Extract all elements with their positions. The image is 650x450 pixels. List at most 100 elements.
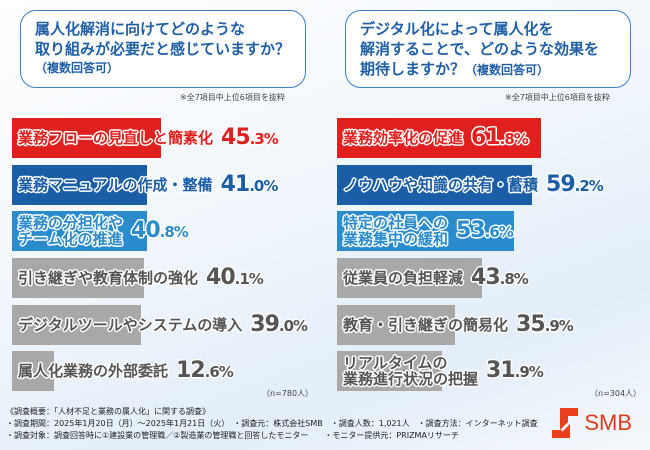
question-sub: （複数回答可） — [465, 63, 550, 77]
footer-line: 《調査概要：「人材不足と業務の属人化」に関する調査》 — [6, 407, 210, 416]
category-label-line: 業務マニュアルの作成・整備 — [18, 176, 213, 194]
category-label: デジタルツールやシステムの導入 — [18, 317, 242, 333]
category-label-line: ノウハウや知識の共有・蓄積 — [343, 176, 539, 194]
smb-logo: SMB — [552, 408, 632, 438]
bar-label-group: デジタルツールやシステムの導入 39.0% — [18, 305, 308, 345]
category-label-line: チーム化の推進 — [18, 230, 123, 248]
bar-row: ノウハウや知識の共有・蓄積 59.2% — [337, 165, 637, 205]
bar-row: 業務効率化の促進 61.8% — [337, 118, 637, 158]
bar-row: 従業員の負担軽減 43.8% — [337, 258, 637, 298]
value-decimal: .8% — [159, 222, 189, 241]
value-decimal: .9% — [544, 316, 574, 335]
bar — [337, 118, 541, 158]
category-label-line: 教育・引き継ぎの簡易化 — [343, 316, 509, 334]
left-question-box: 属人化解消に向けてどのような 取り組みが必要だと感じていますか？ （複数回答可） — [20, 10, 306, 88]
category-label-line: 業務の分担化や — [18, 214, 124, 232]
bar-label-group: 従業員の負担軽減 43.8% — [343, 258, 529, 298]
value-integer: 41 — [220, 171, 251, 197]
value-label: 35.9% — [516, 313, 574, 335]
right-note: ※全7項目中上位6項目を抜粋 — [505, 93, 610, 102]
right-question-box: デジタル化によって属人化を 解消することで、どのような効果を 期待しますか？（複… — [345, 10, 631, 88]
logo-text: SMB — [584, 410, 632, 435]
bar-row: デジタルツールやシステムの導入 39.0% — [12, 305, 312, 345]
category-label-line: 従業員の負担軽減 — [343, 269, 464, 287]
bar — [12, 258, 145, 298]
bar — [337, 305, 456, 345]
value-integer: 61 — [471, 124, 501, 150]
value-integer: 31 — [486, 357, 516, 383]
value-decimal: .0% — [249, 176, 278, 195]
category-label-line: 引き継ぎや教育体制の強化 — [18, 269, 199, 287]
category-label: 属人化業務の外部委託 — [18, 363, 168, 379]
bar-label-group: 属人化業務の外部委託 12.6% — [18, 351, 234, 391]
value-decimal: .8% — [499, 269, 529, 288]
bar-row: 属人化業務の外部委託 12.6% — [12, 351, 312, 391]
category-label-line: 業務進行状況の把握 — [343, 370, 479, 388]
bar-row: リアルタイムの 業務進行状況の把握 31.9% — [337, 351, 637, 391]
bar-label-group: 業務フローの見直しと簡素化 45.3% — [18, 118, 279, 158]
value-decimal: .8% — [499, 129, 529, 148]
question-sub: （複数回答可） — [35, 61, 120, 75]
bar-label-group: 引き継ぎや教育体制の強化 40.1% — [18, 258, 264, 298]
question-line: デジタル化によって属人化を — [360, 20, 554, 38]
bar — [337, 211, 514, 251]
value-decimal: .3% — [249, 129, 279, 148]
bar-row: 引き継ぎや教育体制の強化 40.1% — [12, 258, 312, 298]
bar — [337, 258, 482, 298]
bar — [12, 165, 148, 205]
value-integer: 45 — [221, 124, 251, 150]
value-decimal: .0% — [278, 316, 308, 335]
value-decimal: .9% — [514, 362, 544, 381]
value-integer: 59 — [546, 171, 576, 197]
value-integer: 40 — [131, 217, 161, 243]
category-label-line: デジタルツールやシステムの導入 — [18, 316, 243, 334]
category-label: 引き継ぎや教育体制の強化 — [18, 270, 198, 286]
survey-footer: 《調査概要：「人材不足と業務の属人化」に関する調査》 ・調査期間：2025年1月… — [6, 406, 538, 442]
category-label: 業務効率化の促進 — [343, 130, 463, 146]
value-label: 41.0% — [221, 173, 279, 195]
category-label: 教育・引き継ぎの簡易化 — [343, 317, 508, 333]
bar-row: 教育・引き継ぎの簡易化 35.9% — [337, 305, 637, 345]
category-label: 業務マニュアルの作成・整備 — [18, 177, 213, 193]
category-label: ノウハウや知識の共有・蓄積 — [343, 177, 538, 193]
value-label: 31.9% — [486, 359, 544, 381]
value-decimal: .6% — [204, 362, 234, 381]
bar-label-group: 業務の分担化や チーム化の推進 40.8% — [18, 211, 189, 251]
value-decimal: .1% — [234, 269, 264, 288]
right-sample-size: （n=304人） — [590, 389, 642, 398]
smb-logo-mark-icon — [552, 408, 579, 438]
value-decimal: .2% — [574, 176, 604, 195]
bar-row: 業務の分担化や チーム化の推進 40.8% — [12, 211, 312, 251]
value-label: 45.3% — [221, 126, 279, 148]
bar-label-group: 教育・引き継ぎの簡易化 35.9% — [343, 305, 574, 345]
footer-line: ・調査期間：2025年1月20日（月）～2025年1月21日（火） ・調査元：株… — [6, 419, 538, 428]
value-label: 61.8% — [471, 126, 529, 148]
bar-row: 特定の社員への 業務集中の緩和 53.6% — [337, 211, 637, 251]
question-line: 取り組みが必要だと感じていますか？ — [35, 40, 291, 58]
value-decimal: .6% — [484, 222, 514, 241]
left-note: ※全7項目中上位6項目を抜粋 — [180, 93, 285, 102]
bar — [12, 118, 162, 158]
category-label-line: 特定の社員への — [343, 214, 449, 232]
category-label: リアルタイムの 業務進行状況の把握 — [343, 355, 478, 387]
value-label: 43.8% — [471, 266, 529, 288]
value-integer: 43 — [471, 264, 501, 290]
category-label: 業務の分担化や チーム化の推進 — [18, 215, 123, 247]
category-label-line: 属人化業務の外部委託 — [18, 362, 169, 380]
category-label-line: 業務集中の緩和 — [343, 230, 449, 248]
value-label: 40.8% — [131, 219, 189, 241]
bar-label-group: 業務効率化の促進 61.8% — [343, 118, 529, 158]
bar-label-group: 業務マニュアルの作成・整備 41.0% — [18, 165, 279, 205]
value-integer: 53 — [456, 217, 486, 243]
bar-label-group: 特定の社員への 業務集中の緩和 53.6% — [343, 211, 514, 251]
value-integer: 35 — [516, 311, 546, 337]
value-label: 12.6% — [176, 359, 234, 381]
value-integer: 40 — [206, 264, 236, 290]
bar-label-group: ノウハウや知識の共有・蓄積 59.2% — [343, 165, 604, 205]
value-label: 40.1% — [206, 266, 264, 288]
bar-label-group: リアルタイムの 業務進行状況の把握 31.9% — [343, 351, 544, 391]
left-sample-size: （n=780人） — [262, 389, 314, 398]
category-label-line: 業務効率化の促進 — [343, 129, 464, 147]
bar-row: 業務マニュアルの作成・整備 41.0% — [12, 165, 312, 205]
footer-line: ・調査対象：調査回答時に①建設業の管理職／②製造業の管理職と回答したモニター ・… — [6, 431, 459, 440]
